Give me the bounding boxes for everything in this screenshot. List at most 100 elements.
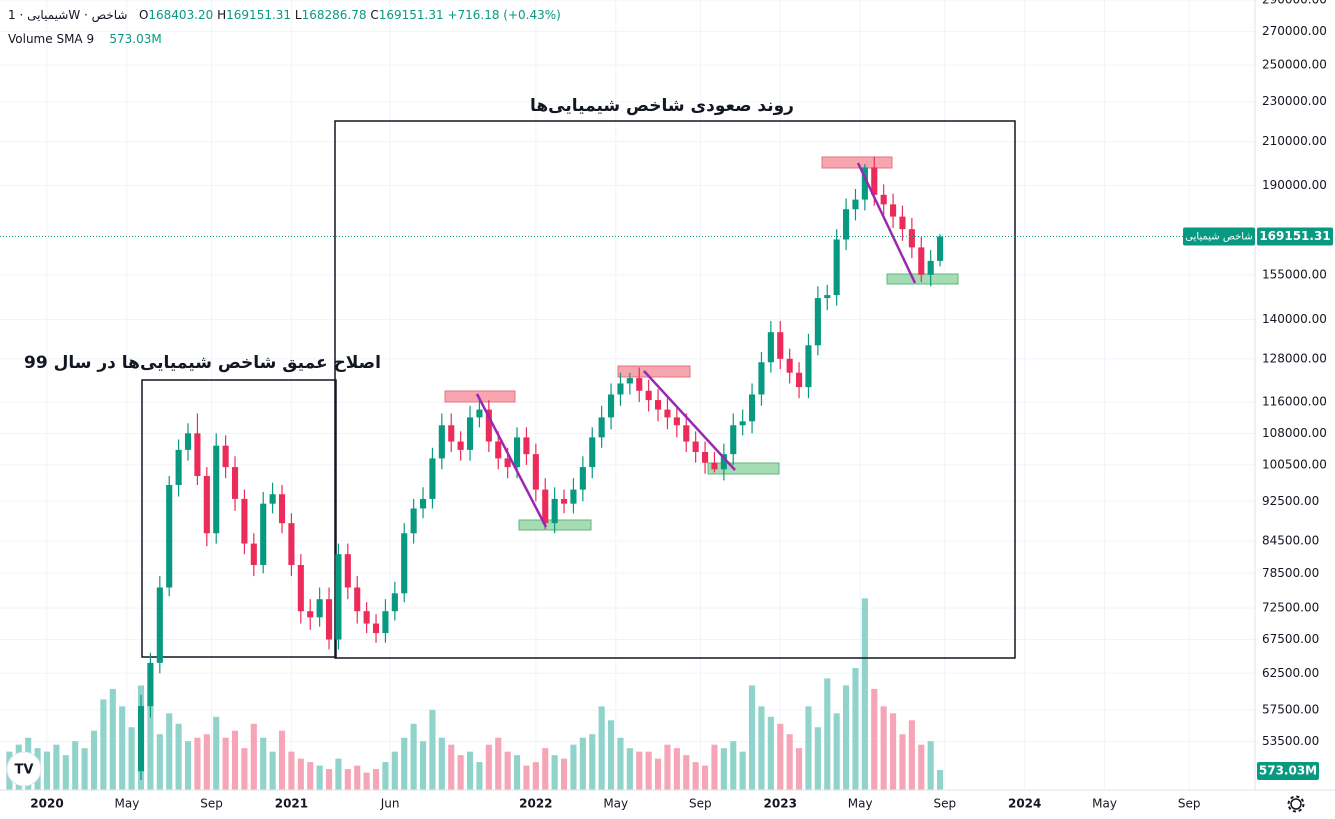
candle-body: [589, 437, 596, 468]
y-tick-label: 190000.00: [1262, 178, 1327, 192]
volume-bar: [730, 741, 737, 790]
candle-body: [542, 489, 549, 524]
volume-bar: [513, 755, 521, 790]
volume-bar: [598, 706, 605, 790]
volume-bar: [175, 723, 182, 790]
candle-body: [231, 467, 239, 499]
volume-bar: [109, 688, 116, 790]
volume-bar: [617, 737, 624, 790]
tradingview-logo: TV: [6, 751, 42, 787]
candle-body: [570, 489, 577, 504]
volume-bar: [777, 723, 784, 790]
candle-body: [617, 383, 624, 395]
volume-bar: [786, 734, 793, 790]
volume-label-box: [1257, 762, 1319, 780]
volume-bar: [100, 699, 107, 790]
volume-bar: [607, 720, 615, 790]
candle-body: [927, 260, 934, 275]
ohlc-key: L: [294, 8, 302, 22]
candle-body: [532, 454, 539, 490]
y-tick-label: 128000.00: [1262, 351, 1327, 365]
candle-body: [626, 378, 633, 384]
volume-bar: [90, 730, 98, 790]
x-tick-label: Sep: [933, 797, 956, 811]
candle-body: [335, 554, 342, 640]
volume-bar: [53, 744, 60, 790]
support-zone: [707, 462, 780, 475]
volume-bar: [579, 737, 586, 790]
ohlc-key: C: [370, 8, 379, 22]
x-tick-label: May: [115, 797, 140, 811]
candle-body: [363, 611, 370, 624]
candle-body: [908, 229, 915, 248]
candle-body: [833, 239, 840, 296]
volume-bar: [448, 744, 455, 790]
volume-bar: [485, 744, 492, 790]
y-tick-label: 84500.00: [1262, 533, 1319, 547]
candle-body: [777, 332, 784, 359]
candle-body: [213, 445, 220, 534]
indicator-name[interactable]: Volume SMA 9: [8, 32, 95, 46]
candle-body: [184, 433, 192, 450]
volume-bar: [372, 769, 380, 790]
candle-body: [495, 441, 502, 459]
volume-bar: [749, 685, 756, 790]
candle-body: [269, 494, 276, 504]
volume-bar: [476, 762, 483, 790]
volume-bar: [495, 737, 502, 790]
volume-bar: [542, 748, 549, 790]
y-tick-label: 290000.00: [1262, 0, 1327, 7]
symbol[interactable]: شیمیایی · 1W · شاخص: [8, 8, 128, 22]
y-tick-label: 67500.00: [1262, 632, 1319, 646]
candle-body: [222, 445, 229, 468]
y-tick-label: 270000.00: [1262, 24, 1327, 38]
ohlc-value: 168403.20: [148, 8, 214, 22]
candle-body: [871, 167, 878, 195]
settings-button[interactable]: [1287, 795, 1305, 813]
candle-body: [316, 599, 323, 618]
y-tick-label: 100500.00: [1262, 457, 1327, 471]
volume-bar: [222, 737, 229, 790]
candle-body: [241, 498, 248, 544]
volume-bar: [325, 769, 333, 790]
volume-bar: [843, 685, 850, 790]
volume-bar: [654, 758, 662, 790]
candle-body: [260, 503, 267, 565]
volume-bar: [739, 751, 746, 790]
candle-body: [166, 484, 173, 588]
candle-body: [664, 409, 671, 418]
indicator-value: 573.03M: [109, 32, 162, 46]
candle-body: [692, 441, 699, 452]
volume-bar: [937, 770, 944, 790]
candle-body: [372, 623, 380, 634]
volume-bar: [250, 723, 257, 790]
candle-body: [325, 599, 333, 640]
x-tick-label: Jun: [380, 797, 400, 811]
ohlc-value: 169151.31: [226, 8, 292, 22]
volume-bar: [260, 737, 267, 790]
candle-body: [890, 204, 897, 217]
volume-bar: [307, 762, 314, 790]
y-tick-label: 155000.00: [1262, 267, 1327, 281]
x-tick-label: Sep: [689, 797, 712, 811]
volume-bar: [880, 706, 887, 790]
volume-bar: [673, 748, 680, 790]
candle-body: [278, 494, 286, 524]
price-tag-name: شاخص شیمیایی: [1185, 231, 1252, 242]
volume-bar: [438, 737, 445, 790]
volume-bar: [316, 765, 323, 790]
candle-body: [297, 564, 304, 612]
volume-bar: [570, 744, 577, 790]
candle-body: [579, 467, 586, 490]
ohlc-key: O: [138, 8, 149, 22]
candle-body: [749, 394, 756, 422]
y-tick-label: 210000.00: [1262, 134, 1327, 148]
candle-body: [805, 345, 812, 388]
candle-body: [730, 425, 737, 455]
volume-bar: [589, 734, 596, 790]
candle-body: [194, 433, 201, 476]
candle-body: [796, 372, 803, 388]
candle-body: [438, 425, 445, 459]
volume-bar: [43, 751, 51, 790]
